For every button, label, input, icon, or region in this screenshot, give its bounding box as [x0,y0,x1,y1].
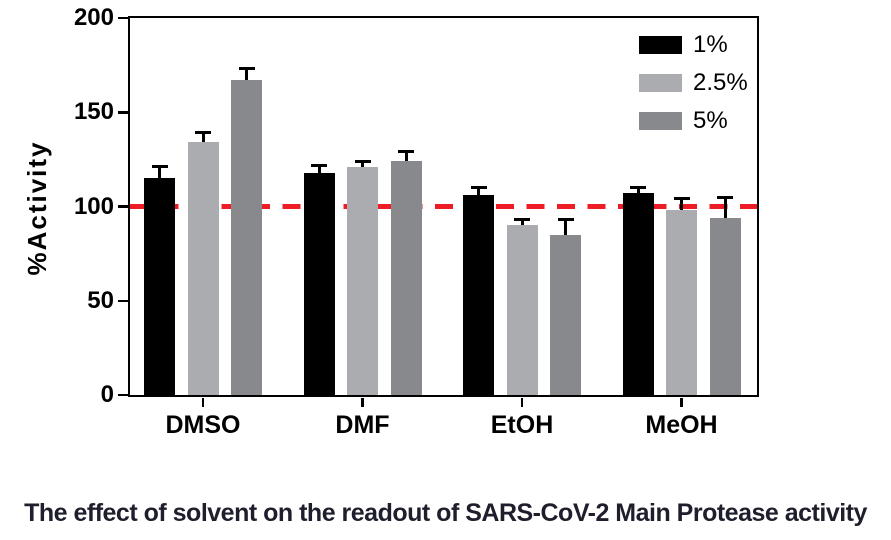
x-axis-tick [520,397,524,407]
legend-swatch [639,36,682,54]
x-axis-tick [361,397,364,407]
y-axis-tick [117,205,128,208]
error-bar-cap [470,186,487,190]
bar-etoh-2.5% [506,225,538,395]
x-axis-label: DMSO [165,411,241,439]
error-bar-cap [238,67,255,71]
error-bar-cap [151,165,168,169]
error-bar-cap [630,186,646,190]
y-axis-tick [117,16,128,20]
error-bar [317,165,321,173]
legend-item: 2.5% [639,71,748,95]
legend-item: 1% [639,33,748,57]
y-axis-tick [117,111,128,114]
error-bar [636,187,640,194]
bar-etoh-5% [550,234,581,395]
error-bar [680,198,683,211]
error-bar-cap [717,195,733,199]
error-bar [564,219,567,235]
error-bar [361,161,364,167]
error-bar-cap [398,150,414,154]
legend-swatch [639,112,682,130]
y-tick-label: 50 [87,286,114,314]
error-bar [201,132,205,143]
legend-label: 2.5% [693,69,748,96]
legend-label: 5% [693,107,728,134]
legend-label: 1% [693,31,728,58]
figure-caption: The effect of solvent on the readout of … [24,499,867,527]
y-tick-label: 200 [73,4,114,31]
plot-area: 0 50 100 150 200 DMSO DMF EtOH MeOH 1% 2.5% 5% [74,4,759,439]
reference-line [130,204,757,209]
legend: 1% 2.5% 5% [639,33,748,147]
bar-dmf-1% [303,172,335,395]
y-tick-label: 150 [73,98,114,126]
y-tick-label: 0 [100,381,114,408]
x-axis-tick [680,397,683,407]
error-bar [158,166,161,179]
error-bar-cap [514,218,530,222]
error-bar [520,219,524,226]
bar-etoh-1% [463,195,494,395]
error-bar-cap [311,163,327,167]
x-axis-label: DMF [335,411,390,439]
bar-meoh-1% [622,193,654,395]
bar-dmso-1% [144,178,175,395]
x-axis-tick [201,397,205,407]
legend-swatch [639,74,682,92]
bar-dmso-5% [231,80,262,395]
x-axis-label: MeOH [645,411,718,439]
error-bar-cap [673,197,690,201]
legend-item: 5% [639,109,748,133]
error-bar [245,68,248,81]
bar-dmso-2.5% [187,142,219,395]
bar-meoh-5% [709,217,741,395]
bar-dmf-2.5% [347,166,378,395]
y-axis-tick [117,299,128,302]
error-bar-cap [557,218,574,222]
y-axis-tick [117,393,128,397]
error-bar [723,197,727,218]
error-bar [477,187,480,196]
bar-dmf-5% [390,161,422,395]
y-axis-title: %Activity [22,140,52,276]
error-bar [404,151,408,162]
error-bar-cap [354,159,371,163]
x-axis-label: EtOH [490,411,554,439]
bar-meoh-2.5% [666,210,697,395]
error-bar-cap [195,131,211,135]
y-tick-label: 100 [73,192,114,220]
